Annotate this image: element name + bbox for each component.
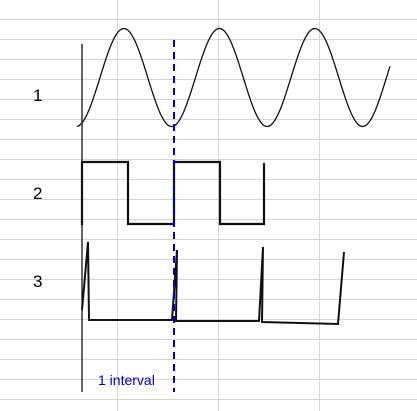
sine-wave bbox=[76, 27, 391, 128]
sawtooth-wave bbox=[81, 241, 345, 326]
row-label-3: 3 bbox=[33, 272, 43, 291]
interval-label: 1 interval bbox=[98, 372, 155, 388]
row-label-2: 2 bbox=[33, 184, 43, 203]
square-wave bbox=[80, 160, 266, 226]
row-label-1: 1 bbox=[33, 86, 43, 105]
